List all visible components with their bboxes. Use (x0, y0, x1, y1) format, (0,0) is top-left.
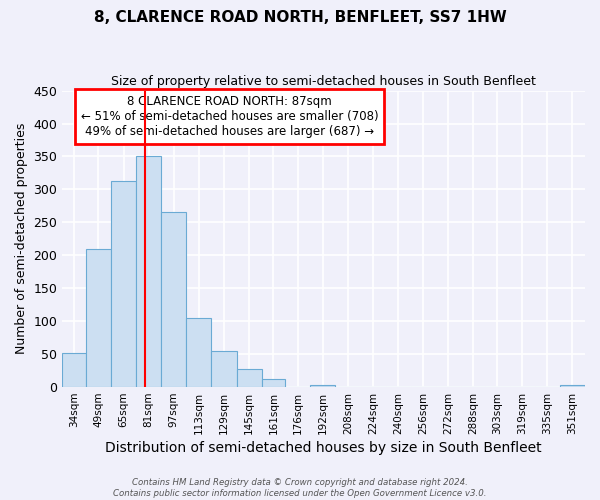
Bar (186, 318, 211, 387)
Text: 8, CLARENCE ROAD NORTH, BENFLEET, SS7 1HW: 8, CLARENCE ROAD NORTH, BENFLEET, SS7 1H… (94, 10, 506, 25)
Y-axis label: Number of semi-detached properties: Number of semi-detached properties (15, 123, 28, 354)
Bar (161, 212, 186, 387)
Bar (62, 354, 86, 387)
Text: Contains HM Land Registry data © Crown copyright and database right 2024.
Contai: Contains HM Land Registry data © Crown c… (113, 478, 487, 498)
Text: 8 CLARENCE ROAD NORTH: 87sqm
← 51% of semi-detached houses are smaller (708)
49%: 8 CLARENCE ROAD NORTH: 87sqm ← 51% of se… (81, 95, 379, 138)
Bar (310, 385, 335, 387)
Bar (86, 248, 111, 387)
Bar (111, 181, 136, 387)
Title: Size of property relative to semi-detached houses in South Benfleet: Size of property relative to semi-detach… (111, 75, 536, 88)
Bar (136, 156, 161, 387)
Bar (236, 370, 262, 387)
X-axis label: Distribution of semi-detached houses by size in South Benfleet: Distribution of semi-detached houses by … (106, 441, 542, 455)
Bar (560, 385, 585, 387)
Bar (262, 378, 285, 387)
Bar (211, 351, 236, 387)
